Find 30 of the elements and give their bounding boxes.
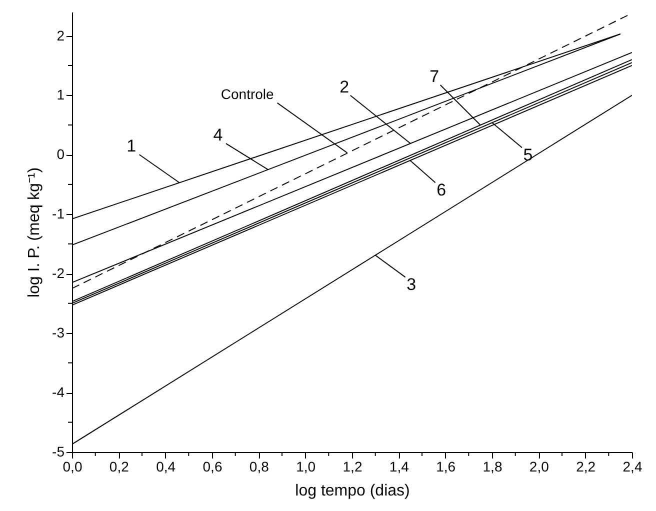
x-tick-label: 0,4 bbox=[156, 458, 176, 474]
y-tick-label: -1 bbox=[52, 206, 65, 222]
x-tick-label: 1,0 bbox=[296, 458, 316, 474]
x-tick-label: 2,0 bbox=[529, 458, 550, 474]
annotation: 4 bbox=[213, 126, 223, 145]
x-tick-label: 0,6 bbox=[202, 458, 222, 474]
x-tick-label: 2,2 bbox=[576, 458, 596, 474]
x-tick-label: 0,8 bbox=[249, 458, 270, 474]
annotation: 1 bbox=[126, 136, 136, 156]
x-tick-label: 1,8 bbox=[482, 458, 502, 474]
y-tick-label: 0 bbox=[56, 146, 65, 162]
x-tick-label: 0,0 bbox=[62, 458, 82, 474]
y-tick-label: -5 bbox=[52, 444, 65, 460]
annotation: 6 bbox=[436, 180, 446, 200]
y-tick-label: -2 bbox=[52, 265, 65, 282]
y-tick-label: -3 bbox=[52, 324, 65, 341]
annotation: 3 bbox=[406, 275, 416, 294]
x-axis-title: log tempo (dias) bbox=[295, 482, 410, 500]
y-tick-label: -4 bbox=[52, 384, 65, 400]
x-tick-label: 1,4 bbox=[389, 458, 410, 474]
x-tick-label: 2,4 bbox=[622, 458, 642, 474]
annotation: Controle bbox=[220, 86, 274, 102]
x-tick-label: 1,6 bbox=[436, 458, 456, 474]
y-tick-label: 1 bbox=[56, 86, 65, 103]
y-axis-title: log I. P. (meq kg⁻¹) bbox=[26, 167, 44, 298]
x-tick-label: 0,2 bbox=[109, 458, 130, 474]
x-tick-label: 1,2 bbox=[342, 458, 362, 474]
annotation: 2 bbox=[340, 77, 350, 96]
annotation: 7 bbox=[430, 66, 440, 86]
y-tick-label: 2 bbox=[56, 27, 65, 44]
